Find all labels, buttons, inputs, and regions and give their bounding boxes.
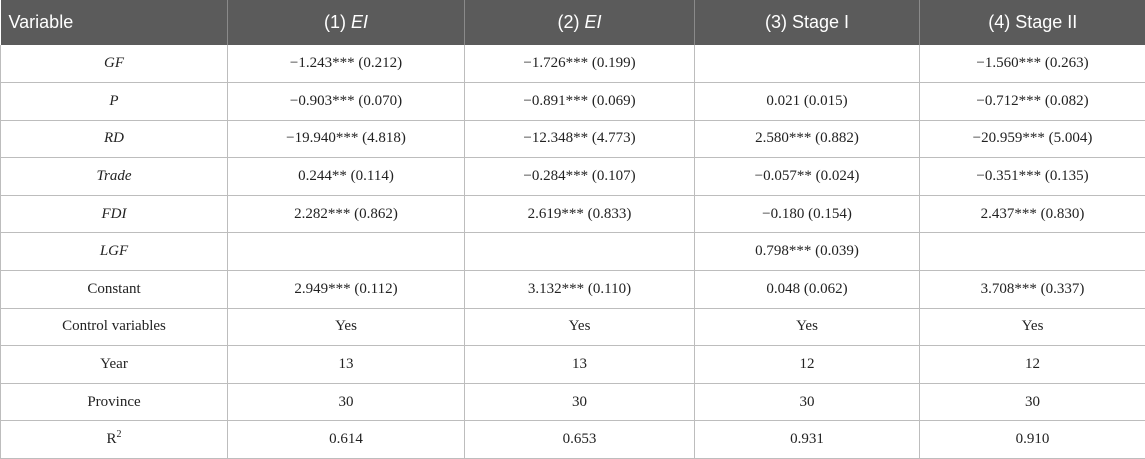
row-label: Year [0,345,228,384]
table-cell: 0.910 [919,420,1145,459]
row-label-text: R [106,431,117,448]
table-row: GF −1.243*** (0.212) −1.726*** (0.199) −1.5… [0,45,1145,84]
column-header-text: (3) Stage I [764,12,850,32]
table-cell: 0.048 (0.062) [694,270,920,309]
row-label-text: P [109,92,119,109]
row-label-text: Trade [96,168,132,185]
table-cell: 3.708*** (0.337) [919,270,1145,309]
table-cell: −0.057** (0.024) [694,157,920,196]
row-label-text: Constant [87,280,141,297]
table-cell: 0.614 [227,420,465,459]
row-label: LGF [0,232,228,272]
table-row: Control variables Yes Yes Yes Yes [0,308,1145,347]
table-cell: −0.891*** (0.069) [464,82,695,121]
table-cell: Yes [464,308,695,347]
table-cell: 13 [227,345,465,384]
table-cell: −1.243*** (0.212) [227,45,465,84]
table-cell: −1.560*** (0.263) [919,45,1145,84]
column-header-text: (4) Stage II [988,12,1078,32]
row-label: Control variables [0,308,228,347]
table-cell: −1.726*** (0.199) [464,45,695,84]
header-row: Variable (1) EI (2) EI (3) Stage I (4) Stage… [0,0,1145,45]
table-cell: Yes [694,308,920,347]
table-cell: 30 [464,383,695,422]
table-row: Trade 0.244** (0.114) −0.284*** (0.107) −0.… [0,157,1145,196]
table-row: RD −19.940*** (4.818) −12.348** (4.773) 2.5… [0,120,1145,159]
column-header-2: (2) EI [464,0,695,45]
column-header-text: (1) [323,12,351,32]
row-label-text: LGF [99,243,129,260]
table-cell: 2.619*** (0.833) [464,195,695,234]
row-label-text: Year [100,356,128,373]
table-cell: −0.284*** (0.107) [464,157,695,196]
table-cell [919,232,1145,272]
table-cell: −19.940*** (4.818) [227,120,465,159]
table-cell: Yes [919,308,1145,347]
table-row: R2 0.614 0.653 0.931 0.910 [0,420,1145,459]
row-label: Province [0,383,228,422]
table-body: GF −1.243*** (0.212) −1.726*** (0.199) −1.5… [0,45,1145,459]
column-header-text: (2) [557,12,585,32]
table-cell [464,232,695,272]
table-cell: −20.959*** (5.004) [919,120,1145,159]
table-cell: 2.282*** (0.862) [227,195,465,234]
table-cell: −0.903*** (0.070) [227,82,465,121]
table-row: FDI 2.282*** (0.862) 2.619*** (0.833) −0.18… [0,195,1145,234]
row-label-text: RD [104,130,124,147]
column-header-variable: EI [584,12,602,32]
table-cell: 30 [919,383,1145,422]
table-row: LGF 0.798*** (0.039) [0,232,1145,272]
row-label-text: Control variables [62,318,166,335]
row-label-text: GF [104,55,124,72]
row-label-text: Province [87,393,141,410]
table-cell: 12 [919,345,1145,384]
table-row: Province 30 30 30 30 [0,383,1145,422]
column-header-3: (3) Stage I [694,0,920,45]
column-header-1: (1) EI [227,0,465,45]
row-label: RD [0,120,228,159]
table-cell: 0.931 [694,420,920,459]
row-label: Constant [0,270,228,309]
row-label: P [0,82,228,121]
column-header-0: Variable [0,0,228,45]
table-cell: Yes [227,308,465,347]
row-label-superscript: 2 [116,429,122,441]
table-cell: 12 [694,345,920,384]
table-cell: −0.180 (0.154) [694,195,920,234]
column-header-variable: EI [350,12,368,32]
table-cell: 0.021 (0.015) [694,82,920,121]
row-label: Trade [0,157,228,196]
table-cell [227,232,465,272]
row-label: FDI [0,195,228,234]
table-cell: 0.244** (0.114) [227,157,465,196]
table-row: P −0.903*** (0.070) −0.891*** (0.069) 0.021… [0,82,1145,121]
table-cell: 30 [227,383,465,422]
table-cell: 13 [464,345,695,384]
table-cell: −12.348** (4.773) [464,120,695,159]
row-label-text: FDI [101,205,127,222]
table-cell [694,45,920,84]
column-header-4: (4) Stage II [920,0,1145,45]
table-cell: 3.132*** (0.110) [464,270,695,309]
table-cell: 30 [694,383,920,422]
table-header: Variable (1) EI (2) EI (3) Stage I (4) Stage… [0,0,1145,45]
column-header-text: Variable [8,12,74,32]
table-cell: 2.949*** (0.112) [227,270,465,309]
table-cell: 2.580*** (0.882) [694,120,920,159]
table-cell: 2.437*** (0.830) [919,195,1145,234]
row-label: R2 [0,420,228,459]
table-cell: 0.653 [464,420,695,459]
table-row: Year 13 13 12 12 [0,345,1145,384]
row-label: GF [0,45,228,84]
table-cell: 0.798*** (0.039) [694,232,920,272]
table-row: Constant 2.949*** (0.112) 3.132*** (0.110)… [0,270,1145,309]
table-cell: −0.712*** (0.082) [919,82,1145,121]
table-cell: −0.351*** (0.135) [919,157,1145,196]
